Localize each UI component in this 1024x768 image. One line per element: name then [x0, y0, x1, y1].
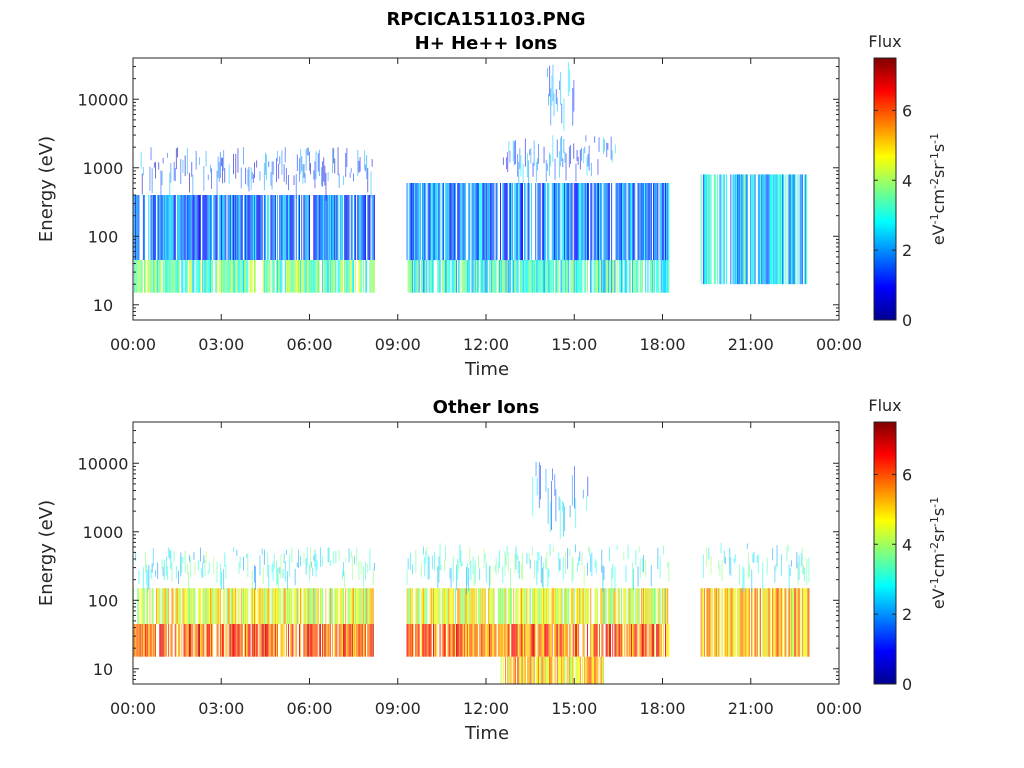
- spectrogram-band: [700, 174, 808, 285]
- x-tick-label: 12:00: [463, 699, 509, 718]
- x-tick-label: 06:00: [286, 335, 332, 354]
- spectrogram-band: [406, 624, 670, 657]
- spectrogram-area: [133, 461, 810, 684]
- x-tick-label: 06:00: [286, 699, 332, 718]
- spectrogram-band: [532, 461, 589, 539]
- colorbar-gradient: [873, 57, 897, 321]
- y-tick-label: 10000: [78, 454, 129, 473]
- spectrogram-band: [700, 588, 810, 657]
- y-axis-label: Energy (eV): [36, 500, 57, 606]
- colorbar-tick-label: 0: [902, 311, 912, 330]
- x-tick-label: 15:00: [551, 335, 597, 354]
- spectrogram-band: [133, 588, 374, 624]
- x-tick-label: 00:00: [110, 335, 156, 354]
- y-tick-label: 100: [88, 227, 119, 246]
- x-tick-label: 00:00: [110, 699, 156, 718]
- colorbar-units: eV-1cm-2sr-1s-1: [928, 497, 949, 609]
- figure-filename: RPCICA151103.PNG: [386, 9, 585, 30]
- colorbar-title: Flux: [868, 32, 901, 51]
- y-tick-label: 100: [88, 591, 119, 610]
- spectrogram-band: [406, 543, 670, 595]
- colorbar-tick-label: 4: [902, 535, 912, 554]
- x-tick-label: 12:00: [463, 335, 509, 354]
- colorbar: Flux 0 2 4 6 eV-1cm-2sr-1s-1: [868, 32, 948, 330]
- spectrogram-band: [407, 260, 670, 293]
- spectrogram-band: [140, 147, 373, 201]
- y-tick-label: 10: [93, 660, 113, 679]
- x-tick-label: 00:00: [816, 699, 862, 718]
- colorbar-tick-label: 6: [902, 101, 912, 120]
- x-tick-label: 00:00: [816, 335, 862, 354]
- spectrogram-area: [133, 62, 808, 293]
- colorbar-tick-label: 4: [902, 171, 912, 190]
- x-axis: 00:00 03:00 06:00 09:00 12:00 15:00 18:00 21:00…: [110, 422, 862, 718]
- spectrogram-band: [500, 656, 604, 684]
- spectrogram-band: [702, 542, 810, 594]
- panel-other-ions: Other Ions 10 100 1000 10000 00:00 03:00 06:0…: [36, 396, 948, 744]
- x-tick-label: 09:00: [375, 699, 421, 718]
- spectrogram-band: [133, 195, 375, 260]
- colorbar-tick-label: 2: [902, 605, 912, 624]
- y-tick-label: 10000: [78, 90, 129, 109]
- colorbar-title: Flux: [868, 396, 901, 415]
- colorbar-tick-label: 0: [902, 675, 912, 694]
- colorbar: Flux 0 2 4 6 eV-1cm-2sr-1s-1: [868, 396, 948, 694]
- panel-title: H+ He++ Ions: [415, 33, 558, 54]
- spectrogram-band: [134, 260, 375, 293]
- y-tick-label: 10: [93, 296, 113, 315]
- colorbar-tick-label: 2: [902, 241, 912, 260]
- x-axis: 00:00 03:00 06:00 09:00 12:00 15:00 18:00 21:00…: [110, 58, 862, 354]
- spectrogram-band: [547, 62, 575, 131]
- x-tick-label: 09:00: [375, 335, 421, 354]
- x-tick-label: 21:00: [728, 699, 774, 718]
- y-axis: 10 100 1000 10000: [78, 57, 839, 321]
- y-axis-label: Energy (eV): [36, 136, 57, 242]
- colorbar-gradient: [873, 421, 897, 685]
- x-tick-label: 15:00: [551, 699, 597, 718]
- spectrogram-band: [133, 624, 374, 657]
- y-axis: 10 100 1000 10000: [78, 421, 839, 685]
- x-tick-label: 03:00: [198, 699, 244, 718]
- x-axis-label: Time: [464, 723, 509, 744]
- colorbar-units: eV-1cm-2sr-1s-1: [928, 133, 949, 245]
- x-tick-label: 18:00: [639, 699, 685, 718]
- x-tick-label: 21:00: [728, 335, 774, 354]
- colorbar-tick-label: 6: [902, 465, 912, 484]
- y-tick-label: 1000: [83, 159, 124, 178]
- panel-title: Other Ions: [433, 397, 540, 418]
- x-tick-label: 03:00: [198, 335, 244, 354]
- spectrogram-band: [502, 135, 616, 188]
- x-tick-label: 18:00: [639, 335, 685, 354]
- spectrogram-band: [406, 183, 670, 261]
- spectrogram-band: [406, 588, 669, 624]
- spectrogram-band: [135, 547, 375, 593]
- x-axis-label: Time: [464, 359, 509, 380]
- y-tick-label: 1000: [83, 523, 124, 542]
